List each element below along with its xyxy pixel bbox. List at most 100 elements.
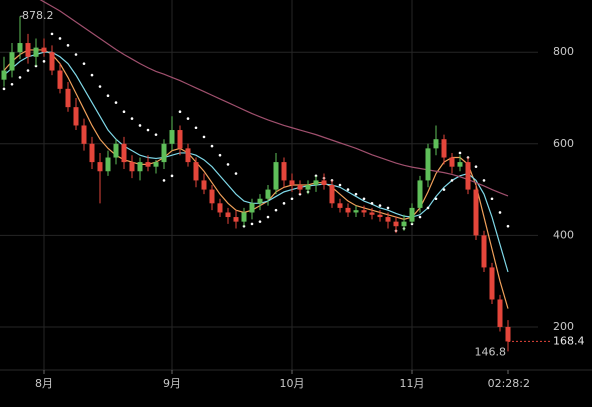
candle-body [146, 162, 151, 167]
x-tick-label: 10月 [280, 377, 305, 390]
candle-body [170, 130, 175, 144]
sar-dot [51, 33, 54, 36]
candle-body [162, 144, 167, 162]
sar-dot [227, 163, 230, 166]
sar-dot [443, 188, 446, 191]
y-tick-label: 200 [553, 320, 574, 333]
sar-dot [11, 83, 14, 86]
sar-dot [123, 110, 126, 113]
candle-body [474, 190, 479, 236]
candle-body [290, 180, 295, 185]
candle-body [90, 144, 95, 162]
candle-body [258, 199, 263, 204]
candle-body [218, 203, 223, 212]
candle-body [106, 158, 111, 172]
max-label: 878.2 [22, 9, 54, 22]
candle-body [418, 180, 423, 207]
candle-body [194, 162, 199, 180]
candle-body [426, 148, 431, 180]
sar-dot [499, 211, 502, 214]
candle-body [322, 180, 327, 185]
candle-body [370, 212, 375, 214]
sar-dot [99, 85, 102, 88]
sar-dot [339, 184, 342, 187]
sar-dot [211, 145, 214, 148]
candle-body [2, 71, 7, 80]
candle-body [282, 162, 287, 180]
sar-dot [43, 60, 46, 63]
sar-dot [355, 193, 358, 196]
candle-body [234, 217, 239, 222]
sar-dot [387, 207, 390, 210]
candle-body [82, 125, 87, 143]
sar-dot [291, 197, 294, 200]
candle-body [114, 144, 119, 158]
candle-body [66, 89, 71, 107]
candle-body [306, 185, 311, 190]
sar-dot [275, 209, 278, 212]
candle-body [154, 162, 159, 167]
x-tick-label: 9月 [163, 377, 181, 390]
candle-body [482, 235, 487, 267]
candle-body [242, 212, 247, 221]
candle-body [330, 185, 335, 203]
candle-body [178, 130, 183, 148]
sar-dot [251, 223, 254, 226]
candle-body [250, 203, 255, 212]
candle-body [298, 185, 303, 190]
sar-dot [347, 188, 350, 191]
candle-body [42, 48, 47, 53]
sar-dot [475, 165, 478, 168]
candle-body [410, 208, 415, 222]
sar-dot [507, 225, 510, 228]
sar-dot [451, 179, 454, 182]
sar-dot [419, 216, 422, 219]
sar-dot [3, 88, 6, 91]
candle-body [402, 222, 407, 227]
sar-dot [107, 94, 110, 97]
sar-dot [163, 179, 166, 182]
sar-dot [27, 69, 30, 72]
sar-dot [435, 197, 438, 200]
candle-body [442, 139, 447, 157]
sar-dot [115, 101, 118, 104]
candle-body [266, 190, 271, 199]
sar-dot [91, 74, 94, 77]
sar-dot [139, 124, 142, 127]
x-tick-label: 8月 [35, 377, 53, 390]
sar-dot [59, 37, 62, 40]
sar-dot [427, 207, 430, 210]
sar-dot [75, 53, 78, 56]
candle-body [394, 222, 399, 227]
sar-dot [83, 62, 86, 65]
ma-line [4, 0, 508, 196]
candle-body [210, 190, 215, 204]
candle-body [458, 162, 463, 167]
candle-body [10, 52, 15, 70]
y-tick-label: 400 [553, 228, 574, 241]
sar-dot [459, 152, 462, 155]
candle-body [26, 43, 31, 57]
sar-dot [67, 44, 70, 47]
sar-dot [235, 172, 238, 175]
candle-body [202, 180, 207, 189]
ma-line [4, 50, 508, 309]
sar-dot [283, 202, 286, 205]
candle-body [314, 180, 319, 185]
sar-dot [171, 175, 174, 178]
candle-body [450, 158, 455, 167]
sar-dot [19, 76, 22, 79]
x-tick-label: 02:28:2 [488, 377, 530, 390]
sar-dot [371, 202, 374, 205]
candle-body [50, 52, 55, 70]
sar-dot [179, 110, 182, 113]
sar-dot [363, 197, 366, 200]
candle-body [466, 162, 471, 189]
last-price-label: 168.4 [553, 334, 585, 347]
candle-body [274, 162, 279, 189]
sar-dot [259, 220, 262, 223]
sar-dot [203, 136, 206, 139]
candle-body [354, 210, 359, 212]
candle-body [490, 267, 495, 299]
